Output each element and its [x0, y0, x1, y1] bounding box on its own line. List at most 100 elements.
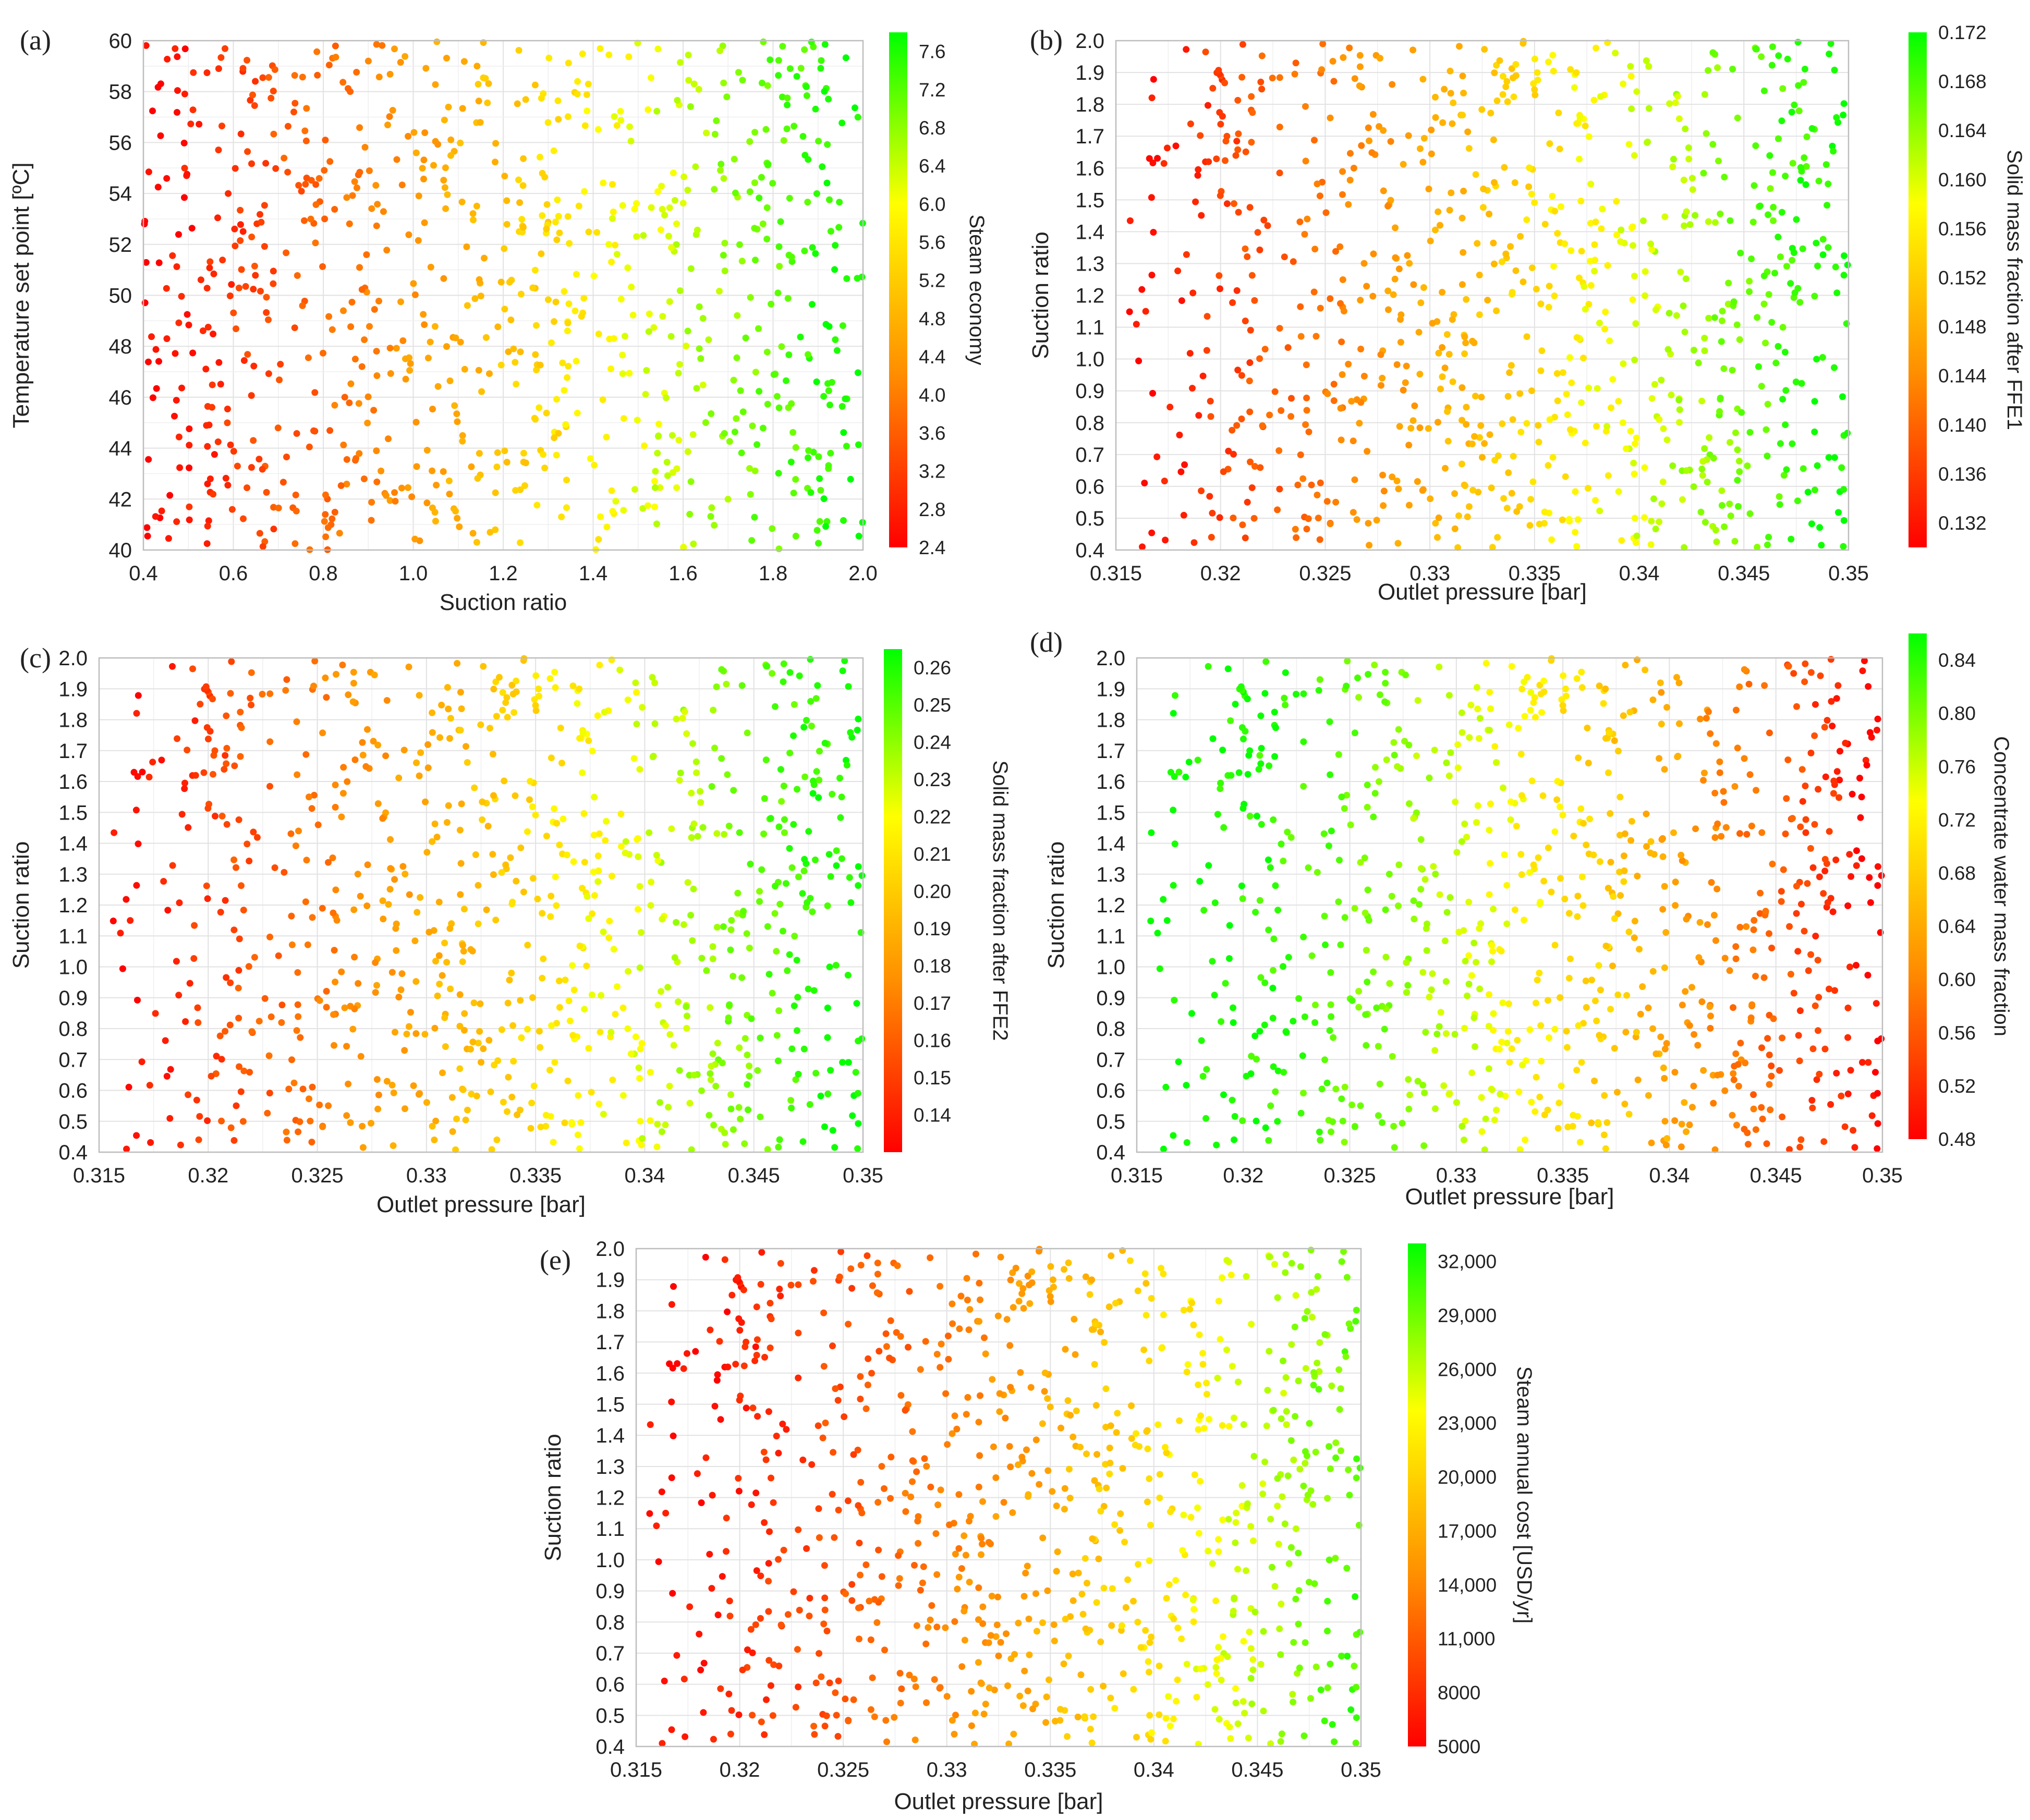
- scatter-point: [1389, 1053, 1396, 1060]
- scatter-point: [1636, 946, 1643, 953]
- scatter-point: [423, 1099, 430, 1106]
- scatter-point: [1274, 1503, 1281, 1510]
- scatter-point: [1042, 1719, 1050, 1726]
- scatter-point: [996, 1390, 1003, 1397]
- scatter-point: [1559, 369, 1566, 376]
- scatter-point: [203, 882, 210, 889]
- scatter-point: [1576, 1139, 1584, 1146]
- scatter-point: [1079, 1610, 1087, 1618]
- scatter-point: [1765, 211, 1772, 218]
- scatter-point: [482, 75, 489, 82]
- scatter-point: [301, 127, 309, 135]
- scatter-point: [211, 451, 218, 458]
- scatter-point: [474, 475, 481, 482]
- scatter-point: [306, 443, 313, 450]
- scatter-point: [762, 126, 770, 133]
- scatter-point: [1400, 386, 1407, 394]
- scatter-point: [1336, 1406, 1343, 1413]
- y-tick-label: 1.5: [58, 801, 88, 824]
- scatter-point: [638, 929, 645, 936]
- scatter-point: [1212, 1597, 1220, 1605]
- scatter-point: [1261, 1458, 1269, 1465]
- scatter-point: [1493, 97, 1501, 104]
- colorbar-tick-label: 20,000: [1438, 1467, 1497, 1488]
- scatter-point: [1659, 835, 1666, 842]
- scatter-point: [228, 281, 235, 288]
- scatter-point: [1362, 909, 1369, 917]
- scatter-point: [1704, 479, 1711, 486]
- scatter-point: [1602, 1145, 1609, 1152]
- scatter-point: [1443, 331, 1451, 338]
- scatter-point: [1351, 1123, 1358, 1130]
- scatter-point: [1426, 774, 1433, 781]
- scatter-point: [1778, 898, 1785, 905]
- scatter-point: [1760, 272, 1768, 279]
- scatter-point: [1305, 864, 1312, 871]
- scatter-point: [858, 1509, 866, 1517]
- scatter-point: [713, 117, 720, 125]
- scatter-point: [763, 204, 771, 211]
- colorbar-tick-label: 0.15: [914, 1067, 951, 1089]
- scatter-point: [1395, 265, 1403, 273]
- scatter-point: [1598, 225, 1605, 233]
- scatter-point: [1714, 64, 1721, 71]
- scatter-point: [1341, 914, 1348, 921]
- scatter-point: [142, 259, 150, 266]
- scatter-point: [1536, 520, 1543, 528]
- scatter-point: [855, 715, 862, 723]
- scatter-point: [971, 1709, 979, 1717]
- scatter-point: [1676, 419, 1683, 426]
- scatter-point: [721, 239, 728, 247]
- scatter-point: [1296, 218, 1304, 225]
- scatter-point: [1530, 80, 1537, 87]
- scatter-point: [1217, 192, 1224, 199]
- scatter-point: [1622, 1029, 1630, 1036]
- scatter-point: [1645, 1004, 1652, 1011]
- scatter-point: [720, 79, 727, 87]
- scatter-point: [366, 167, 373, 174]
- scatter-point: [1269, 75, 1276, 82]
- scatter-point: [1833, 114, 1840, 121]
- scatter-point: [919, 1579, 926, 1586]
- scatter-point: [1363, 947, 1370, 954]
- scatter-point: [302, 137, 310, 144]
- scatter-point: [1663, 436, 1671, 444]
- scatter-point: [196, 120, 203, 128]
- scatter-point: [865, 1355, 872, 1362]
- scatter-point: [1435, 514, 1442, 521]
- x-tick-label: 0.345: [1750, 1164, 1802, 1187]
- scatter-point: [389, 107, 396, 114]
- y-tick-label: 42: [109, 488, 132, 511]
- scatter-point: [1832, 263, 1839, 271]
- scatter-point: [489, 751, 496, 758]
- scatter-point: [1516, 503, 1523, 510]
- scatter-point: [513, 677, 520, 685]
- scatter-point: [801, 247, 808, 254]
- scatter-point: [1229, 1096, 1236, 1104]
- scatter-point: [803, 717, 810, 724]
- scatter-point: [748, 537, 756, 544]
- y-tick-label: 1.9: [1096, 678, 1125, 701]
- scatter-point: [487, 725, 493, 732]
- scatter-point: [386, 497, 394, 504]
- scatter-point: [769, 990, 776, 997]
- scatter-point: [795, 1329, 802, 1337]
- scatter-point: [163, 175, 171, 182]
- plot-frame: [142, 40, 864, 551]
- scatter-point: [382, 492, 390, 499]
- scatter-point: [281, 869, 288, 876]
- scatter-point: [1461, 820, 1468, 827]
- scatter-point: [475, 81, 482, 88]
- scatter-point: [883, 1343, 890, 1350]
- scatter-point: [374, 800, 382, 807]
- scatter-point: [1156, 1663, 1163, 1669]
- scatter-point: [1235, 769, 1243, 776]
- scatter-point: [1807, 845, 1814, 852]
- scatter-point: [420, 311, 427, 318]
- scatter-point: [1310, 288, 1318, 296]
- scatter-point: [244, 484, 251, 492]
- scatter-point: [166, 1115, 174, 1122]
- scatter-point: [235, 1015, 242, 1022]
- scatter-point: [997, 1253, 1004, 1261]
- scatter-point: [1779, 396, 1786, 403]
